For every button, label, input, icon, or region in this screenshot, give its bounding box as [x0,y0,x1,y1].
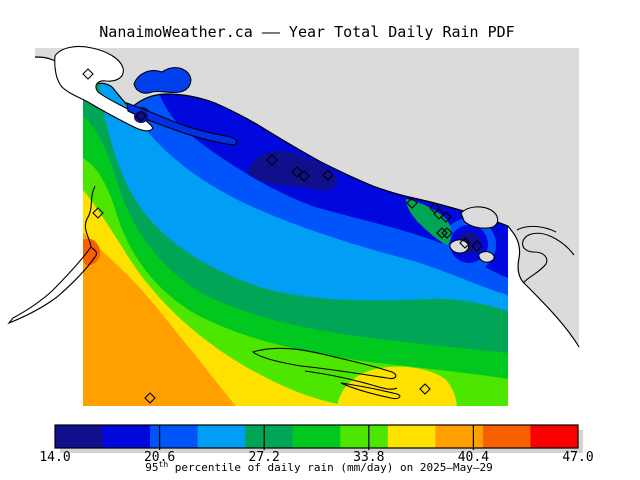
blob-navy-large [247,151,337,191]
island-gray-newcastle [460,206,499,229]
colorbar-tick-label: 14.0 [39,450,70,465]
colorbar-segment [150,425,199,448]
station-diamond-marker [436,227,448,239]
channel-water-strip [126,102,238,146]
caption-superscript: th [159,460,169,469]
colorbar-caption: 95th percentile of daily rain (mm/day) o… [145,460,492,474]
caption-base: 95 [145,461,158,474]
blob-yellow-south [337,366,457,406]
colorbar-border [54,424,579,449]
station-diamond-marker [322,169,334,181]
colorbar-segment [245,425,294,448]
colorbar-segment [292,425,341,448]
colorbar-segment [102,425,151,448]
island-outline-chain-2 [340,382,401,400]
band-orange [83,232,236,406]
station-diamond-marker [459,237,471,249]
station-markers [82,68,483,404]
station-diamond-marker [92,207,104,219]
blob-orangered [83,238,101,266]
colorbar: 14.0 20.6 27.2 33.8 40.4 47.0 95th percentile… [39,424,594,474]
colorbar-tick-label: 20.6 [144,450,175,465]
station-diamond-marker [135,110,147,122]
station-diamond-marker [82,68,94,80]
colorbar-segment [197,425,246,448]
coastline-se-squiggle [522,232,575,284]
colorbar-segment [435,425,484,448]
colorbar-tick-label: 40.4 [458,450,489,465]
colorbar-tick-label: 33.8 [353,450,384,465]
island-gray-protection [449,239,470,254]
coastal-seagreen-tongue [406,199,452,245]
station-diamond-marker [406,197,418,209]
island-outline-chain [304,370,398,390]
figure-title: NanaimoWeather.ca –– Year Total Daily Ra… [99,23,514,41]
colorbar-tick-label: 47.0 [562,450,593,465]
station-diamond-marker [419,383,431,395]
colorbar-segments [55,425,579,448]
colorbar-ticks [159,425,474,450]
station-diamond-marker [440,211,452,223]
station-diamond-marker [433,208,445,220]
colorbar-segment [387,425,436,448]
inlet-water-blob [133,67,192,94]
colorbar-segment [340,425,389,448]
station-diamond-marker [298,170,310,182]
station-diamond-marker [441,227,453,239]
station-diamond-marker [266,154,278,166]
station-diamond-marker [291,166,303,178]
island-outline-gabriola [251,347,397,379]
mainland [35,48,579,347]
coastline-vancouver-island [7,185,98,325]
colorbar-segment [530,425,579,448]
island-gray-small [478,251,495,263]
colorbar-tick-label: 27.2 [249,450,280,465]
caption-rest: percentile of daily rain (mm/day) on 202… [168,461,493,474]
coastline-se-squiggle-2 [516,225,557,233]
colorbar-tick-labels: 14.0 20.6 27.2 33.8 40.4 47.0 [39,450,593,465]
station-diamond-marker [471,240,483,252]
colorbar-segment [55,425,104,448]
colorbar-segment [482,425,531,448]
station-diamond-marker [144,392,156,404]
land-layer [7,45,580,400]
